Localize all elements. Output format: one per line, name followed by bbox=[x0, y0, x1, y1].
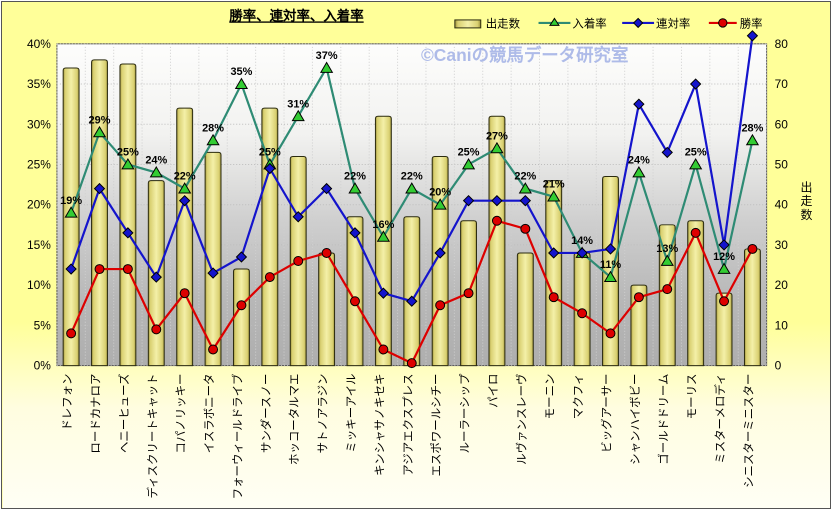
svg-text:シャンハイボビー: シャンハイボビー bbox=[629, 374, 642, 465]
svg-text:ヘニーヒューズ: ヘニーヒューズ bbox=[117, 374, 131, 454]
svg-text:10: 10 bbox=[775, 318, 789, 332]
svg-text:ミスターメロディ: ミスターメロディ bbox=[713, 374, 727, 464]
svg-text:20%: 20% bbox=[429, 187, 451, 199]
svg-text:31%: 31% bbox=[287, 98, 309, 110]
svg-text:14%: 14% bbox=[571, 235, 593, 247]
svg-text:©Caniの競馬データ研究室: ©Caniの競馬データ研究室 bbox=[421, 45, 628, 65]
svg-text:20%: 20% bbox=[27, 198, 51, 212]
svg-text:21%: 21% bbox=[543, 179, 565, 191]
svg-text:出: 出 bbox=[800, 180, 812, 194]
svg-text:モーリス: モーリス bbox=[687, 374, 699, 420]
svg-text:37%: 37% bbox=[316, 50, 338, 62]
svg-text:10%: 10% bbox=[27, 278, 51, 292]
svg-text:勝率: 勝率 bbox=[740, 16, 763, 30]
svg-text:マクフィ: マクフィ bbox=[572, 374, 585, 420]
svg-text:12%: 12% bbox=[713, 251, 735, 263]
svg-text:コパノリッキー: コパノリッキー bbox=[175, 374, 188, 454]
svg-text:イスラボニータ: イスラボニータ bbox=[203, 374, 216, 454]
svg-text:15%: 15% bbox=[27, 238, 51, 252]
svg-text:モーニン: モーニン bbox=[545, 374, 557, 420]
svg-text:連対率: 連対率 bbox=[656, 16, 690, 30]
svg-text:数: 数 bbox=[800, 207, 812, 222]
svg-text:29%: 29% bbox=[89, 114, 111, 126]
svg-text:ミッキーアイル: ミッキーアイル bbox=[346, 374, 358, 453]
svg-text:11%: 11% bbox=[600, 259, 622, 271]
svg-text:エスポワールシチー: エスポワールシチー bbox=[430, 374, 443, 477]
svg-text:40%: 40% bbox=[27, 37, 51, 51]
svg-text:5%: 5% bbox=[34, 318, 52, 332]
svg-text:22%: 22% bbox=[344, 171, 366, 183]
svg-text:パイロ: パイロ bbox=[487, 374, 500, 408]
svg-text:ロードカナロア: ロードカナロア bbox=[90, 374, 103, 454]
svg-text:走: 走 bbox=[800, 194, 812, 208]
svg-text:27%: 27% bbox=[486, 130, 508, 142]
svg-text:ドレフォン: ドレフォン bbox=[62, 374, 74, 431]
svg-text:30%: 30% bbox=[27, 117, 51, 131]
svg-text:ホッコータルマエ: ホッコータルマエ bbox=[288, 374, 301, 466]
svg-text:25%: 25% bbox=[27, 157, 51, 171]
svg-text:22%: 22% bbox=[514, 171, 536, 183]
svg-text:キンシャサノキセキ: キンシャサノキセキ bbox=[373, 374, 386, 476]
svg-text:60: 60 bbox=[775, 117, 789, 131]
svg-text:80: 80 bbox=[775, 37, 789, 51]
svg-text:19%: 19% bbox=[60, 195, 82, 207]
svg-text:13%: 13% bbox=[656, 243, 678, 255]
svg-text:アジアエクスプレス: アジアエクスプレス bbox=[402, 374, 415, 476]
svg-text:勝率、連対率、入着率: 勝率、連対率、入着率 bbox=[229, 7, 364, 23]
svg-text:25%: 25% bbox=[117, 147, 139, 159]
svg-text:50: 50 bbox=[775, 157, 789, 171]
svg-text:16%: 16% bbox=[372, 219, 394, 231]
svg-text:0%: 0% bbox=[34, 359, 52, 373]
svg-text:出走数: 出走数 bbox=[486, 16, 521, 30]
svg-text:35%: 35% bbox=[230, 66, 252, 78]
svg-text:24%: 24% bbox=[628, 155, 650, 167]
svg-text:24%: 24% bbox=[145, 155, 167, 167]
svg-text:28%: 28% bbox=[202, 122, 224, 134]
svg-text:25%: 25% bbox=[458, 147, 480, 159]
svg-text:40: 40 bbox=[775, 198, 789, 212]
svg-text:22%: 22% bbox=[174, 171, 196, 183]
svg-text:ゴールドドリーム: ゴールドドリーム bbox=[656, 374, 670, 465]
svg-text:28%: 28% bbox=[741, 122, 763, 134]
svg-text:25%: 25% bbox=[685, 147, 707, 159]
svg-text:フォーウィールドライブ: フォーウィールドライブ bbox=[230, 373, 244, 499]
svg-text:ルヴァンスレーヴ: ルヴァンスレーヴ bbox=[514, 374, 528, 465]
svg-text:入着率: 入着率 bbox=[572, 16, 606, 30]
svg-text:35%: 35% bbox=[27, 77, 51, 91]
svg-text:70: 70 bbox=[775, 77, 789, 91]
svg-text:ビッグアーサー: ビッグアーサー bbox=[599, 374, 613, 453]
svg-text:ルーラーシップ: ルーラーシップ bbox=[459, 373, 472, 453]
svg-text:サトノアラジン: サトノアラジン bbox=[317, 374, 330, 454]
svg-text:30: 30 bbox=[775, 238, 789, 252]
svg-text:20: 20 bbox=[775, 278, 789, 292]
svg-text:ディスクリートキャット: ディスクリートキャット bbox=[145, 374, 159, 499]
svg-text:0: 0 bbox=[775, 359, 782, 373]
svg-text:22%: 22% bbox=[401, 171, 423, 183]
svg-text:25%: 25% bbox=[259, 147, 281, 159]
svg-text:シニスターミニスター: シニスターミニスター bbox=[742, 374, 755, 488]
svg-text:サンダースノー: サンダースノー bbox=[259, 374, 273, 454]
